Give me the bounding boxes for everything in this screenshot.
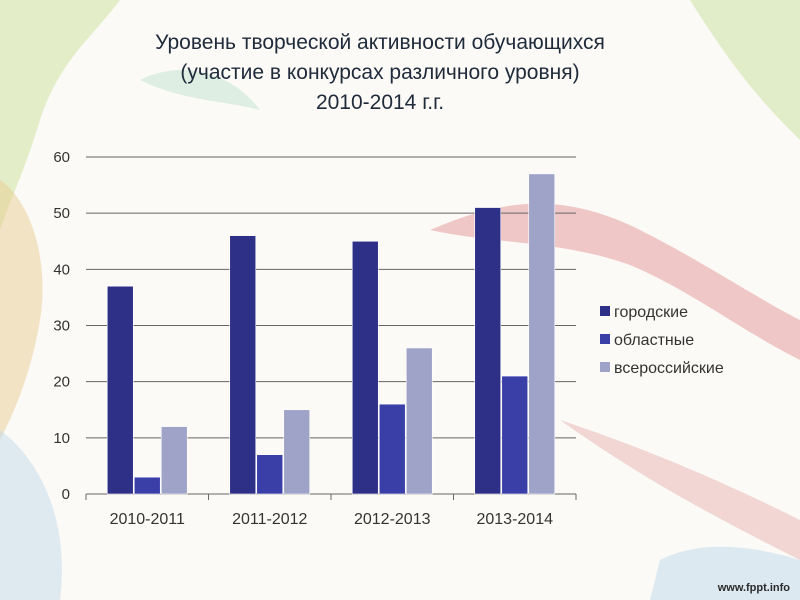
bar-областные (501, 375, 529, 495)
watermark: www.fppt.info (717, 582, 790, 594)
x-category-label: 2012-2013 (354, 511, 431, 528)
bar-городские (106, 285, 134, 495)
y-tick-label: 40 (53, 261, 70, 278)
title-line-2: (участие в конкурсах различного уровня) (180, 61, 580, 84)
x-category-label: 2011-2012 (232, 511, 307, 528)
legend-label: всероссийские (614, 360, 724, 377)
bar-областные (256, 454, 284, 495)
bar-городские (229, 235, 257, 495)
y-tick-label: 20 (53, 374, 70, 391)
x-category-label: 2013-2014 (476, 511, 553, 528)
bar-городские (351, 240, 379, 495)
y-tick-label: 10 (53, 430, 70, 447)
bar-всероссийские (160, 426, 188, 495)
y-tick-label: 30 (53, 318, 70, 335)
title-line-3: 2010-2014 г.г. (315, 91, 445, 114)
legend-swatch (600, 334, 610, 344)
chart-title: Уровень творческой активности обучающихс… (80, 28, 680, 118)
y-tick-label: 50 (53, 205, 70, 222)
bar-всероссийские (405, 347, 433, 495)
bar-городские (474, 207, 502, 495)
legend-swatch (600, 362, 610, 372)
x-category-label: 2010-2011 (110, 511, 185, 528)
legend-label: городские (614, 304, 688, 321)
bar-всероссийские (283, 409, 311, 495)
title-line-1: Уровень творческой активности обучающихс… (155, 31, 605, 54)
legend-label: областные (614, 332, 694, 349)
y-tick-label: 0 (62, 486, 70, 503)
bar-областные (378, 403, 406, 495)
bar-областные (133, 476, 161, 495)
y-tick-label: 60 (53, 149, 70, 166)
legend-swatch (600, 306, 610, 316)
bar-всероссийские (528, 173, 556, 495)
